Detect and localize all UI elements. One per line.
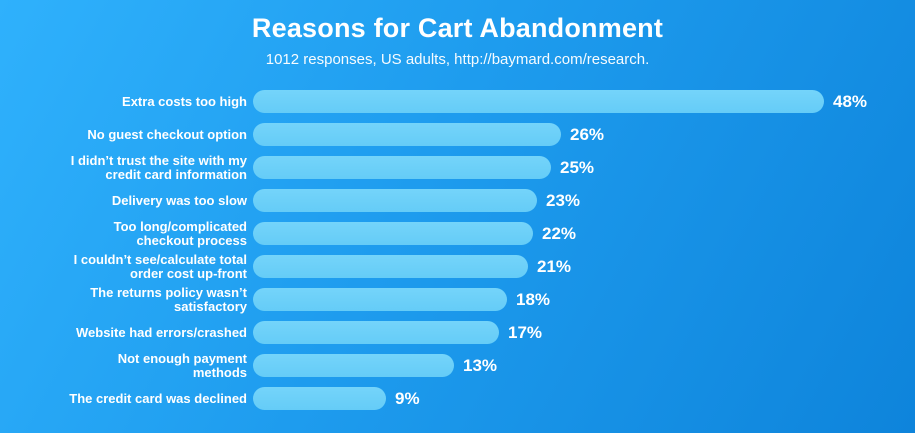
bar-value-label: 22% — [542, 223, 577, 243]
bar-value-label: 23% — [546, 190, 581, 210]
bar-value-label: 25% — [560, 157, 595, 177]
bar-row: Delivery was too slow 23% — [38, 184, 915, 217]
bar-value-label: 26% — [570, 124, 605, 144]
bar-value-label: 18% — [516, 289, 551, 309]
bar-track: 23% — [253, 189, 580, 212]
bar-track: 17% — [253, 321, 542, 344]
bar — [253, 255, 528, 278]
bar — [253, 288, 507, 311]
bar-track: 22% — [253, 222, 576, 245]
bar-category-label: Not enough payment methods — [117, 350, 247, 380]
bar-category-label: The credit card was declined — [69, 390, 247, 406]
bar-row: The returns policy wasn’t satisfactory 18… — [38, 283, 915, 316]
chart-subtitle: 1012 responses, US adults, http://baymar… — [265, 51, 650, 68]
bar-category-label: I didn’t trust the site with my credit c… — [70, 152, 247, 182]
chart-title: Reasons for Cart Abandonment — [251, 13, 664, 43]
bar-category-label: The returns policy wasn’t satisfactory — [90, 284, 247, 314]
bar-row: Website had errors/crashed 17% — [38, 316, 915, 349]
bar-value-label: 48% — [833, 91, 868, 111]
bar-row: I didn’t trust the site with my credit c… — [38, 151, 915, 184]
bar-category-label: Too long/complicated checkout process — [113, 218, 247, 248]
bar-track: 48% — [253, 90, 867, 113]
bar-value-label: 21% — [537, 256, 572, 276]
bar-row: I couldn’t see/calculate total order cos… — [38, 250, 915, 283]
bar-row: The credit card was declined 9% — [38, 382, 915, 415]
bar-row: Extra costs too high 48% — [38, 85, 915, 118]
bar — [253, 156, 551, 179]
bar-chart: Extra costs too high 48% No guest checkout… — [0, 85, 915, 415]
bar — [253, 354, 454, 377]
bar-category-label: Extra costs too high — [122, 93, 247, 109]
bar-category-label: Website had errors/crashed — [76, 324, 247, 340]
bar — [253, 222, 533, 245]
bar-category-label: No guest checkout option — [87, 126, 247, 142]
bar-category-label: I couldn’t see/calculate total order cos… — [73, 251, 247, 281]
bar-track: 21% — [253, 255, 571, 278]
bar — [253, 189, 537, 212]
bar-track: 13% — [253, 354, 497, 377]
bar-value-label: 17% — [508, 322, 543, 342]
bar — [253, 90, 824, 113]
bar-track: 26% — [253, 123, 604, 146]
chart-header: Reasons for Cart Abandonment 1012 respon… — [0, 0, 915, 68]
bar — [253, 387, 386, 410]
bar-track: 9% — [253, 387, 420, 410]
bar — [253, 321, 499, 344]
bar-row: Too long/complicated checkout process 22% — [38, 217, 915, 250]
bar-track: 25% — [253, 156, 594, 179]
bar-track: 18% — [253, 288, 550, 311]
bar-value-label: 13% — [463, 355, 498, 375]
bar-row: No guest checkout option 26% — [38, 118, 915, 151]
bar-category-label: Delivery was too slow — [111, 192, 247, 208]
bar-row: Not enough payment methods 13% — [38, 349, 915, 382]
bar — [253, 123, 561, 146]
bar-value-label: 9% — [395, 388, 420, 408]
